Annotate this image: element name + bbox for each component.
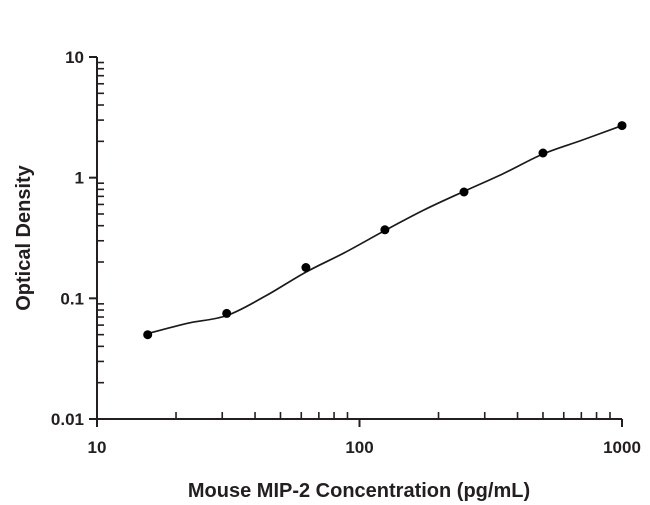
major-ticks: [89, 56, 623, 427]
y-tick-label: 1: [75, 169, 84, 188]
data-point: [459, 187, 469, 197]
axis-lines: [96, 57, 622, 420]
x-tick-labels: 10 100 1000: [88, 438, 641, 457]
data-point: [301, 263, 311, 272]
data-points: [143, 121, 627, 340]
data-point: [617, 121, 627, 131]
data-point: [538, 148, 548, 158]
x-tick-label: 100: [345, 438, 373, 457]
x-axis-title: Mouse MIP-2 Concentration (pg/mL): [188, 480, 530, 502]
x-tick-label: 1000: [603, 438, 641, 457]
minor-ticks: [98, 61, 611, 418]
y-tick-labels: 0.01 0.1 1 10: [51, 48, 84, 429]
y-tick-label: 10: [65, 48, 84, 67]
y-tick-label: 0.1: [60, 289, 84, 308]
axes: [96, 57, 622, 420]
data-point: [380, 225, 390, 235]
data-point: [222, 308, 232, 318]
data-point: [143, 330, 153, 340]
y-tick-label: 0.01: [51, 410, 84, 429]
x-tick-label: 10: [88, 438, 107, 457]
y-axis-title: Optical Density: [13, 164, 35, 310]
